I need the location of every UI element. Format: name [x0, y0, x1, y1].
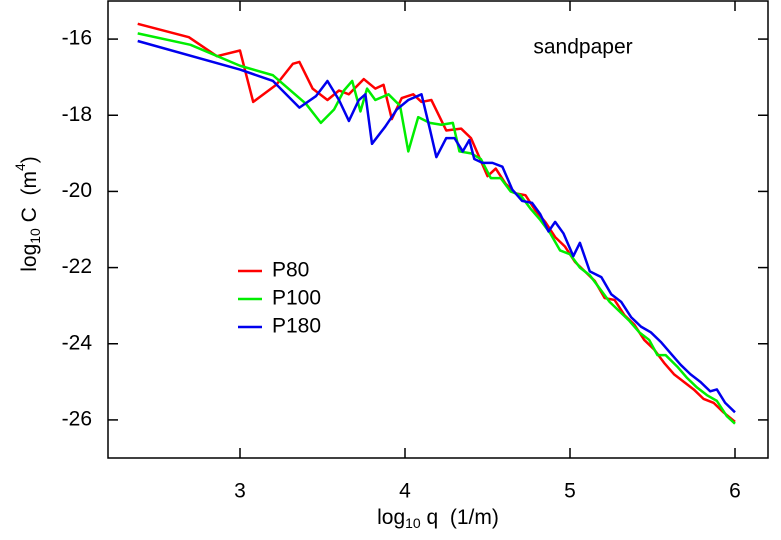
x-label-sub: 10: [405, 515, 421, 531]
y-axis-label: log10 C (m4): [12, 156, 43, 272]
y-label-sub: 10: [27, 228, 43, 244]
y-tick-label: -26: [62, 407, 92, 430]
y-label-part: ): [18, 156, 41, 163]
y-tick-label: -24: [62, 331, 93, 354]
x-tick-label: 3: [234, 480, 246, 503]
x-axis-label: log10 q (1/m): [377, 506, 499, 531]
y-tick-label: -22: [62, 255, 92, 278]
x-label-part: q (1/m): [421, 506, 499, 529]
legend-label: P100: [272, 287, 321, 310]
annotation: sandpaper: [533, 36, 632, 59]
legend-label: P180: [272, 315, 321, 338]
legend-label: P80: [272, 259, 309, 282]
y-tick-label: -16: [62, 27, 92, 50]
y-tick-label: -20: [62, 179, 92, 202]
y-tick-label: -18: [62, 103, 92, 126]
y-label-part: log: [18, 244, 41, 272]
series-line: [137, 32, 736, 425]
plot-frame: [107, 0, 769, 459]
series-line: [137, 39, 736, 414]
x-tick-label: 6: [729, 480, 741, 503]
y-label-part: C (m: [18, 171, 41, 228]
x-tick-label: 5: [564, 480, 576, 503]
x-tick-label: 4: [399, 480, 411, 503]
y-label-sup: 4: [12, 163, 28, 171]
series-line: [137, 22, 736, 423]
x-label-part: log: [377, 506, 405, 529]
